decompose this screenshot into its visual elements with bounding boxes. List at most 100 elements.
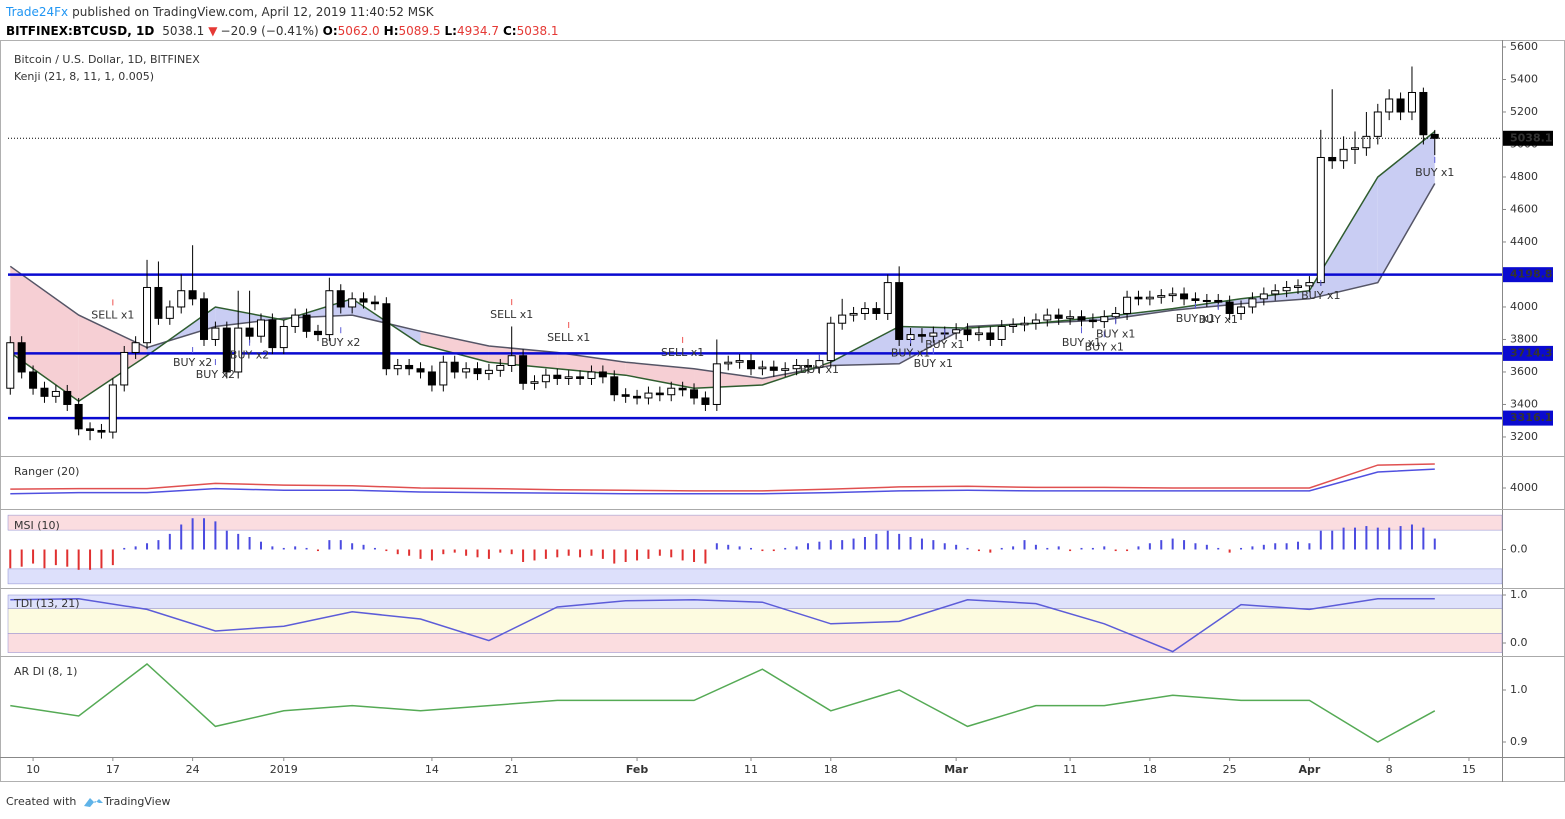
bar — [487, 549, 490, 559]
pane-title: AR DI (8, 1) — [14, 665, 77, 678]
candle-body — [587, 371, 596, 379]
bar — [1262, 544, 1265, 550]
candle-body — [1191, 298, 1200, 301]
candle-body — [1043, 314, 1052, 321]
x-tick-label: 21 — [505, 763, 519, 776]
candle-body — [1248, 298, 1257, 308]
footer-text: Created with — [6, 795, 76, 808]
candle-body — [826, 322, 835, 362]
candle-body — [234, 327, 243, 373]
candle-body — [860, 308, 869, 314]
bar — [1148, 543, 1151, 550]
candle-body — [63, 390, 72, 405]
bar — [339, 540, 342, 550]
bar — [237, 533, 240, 550]
bar — [1228, 549, 1231, 553]
candle-body — [1077, 316, 1086, 321]
cloud-fill — [1377, 131, 1435, 283]
bar — [886, 530, 889, 550]
candle-body — [29, 371, 38, 389]
signal-label: BUY x1 — [1096, 327, 1135, 340]
candle-body — [143, 286, 152, 344]
bar — [1194, 543, 1197, 550]
brand[interactable]: TradingView — [103, 795, 170, 808]
signal-label: BUY x2 — [173, 356, 212, 369]
candle-body — [462, 368, 471, 373]
bar — [225, 530, 228, 550]
candle-body — [792, 364, 801, 370]
bar — [1388, 527, 1391, 550]
candle-body — [530, 381, 539, 384]
bar — [795, 546, 798, 550]
x-tick-label: 10 — [26, 763, 40, 776]
signal-label: BUY x1 — [914, 357, 953, 370]
candle-body — [610, 376, 619, 396]
bar — [852, 538, 855, 550]
x-tick-label: 14 — [425, 763, 439, 776]
bar — [54, 549, 57, 566]
candle-body — [405, 364, 414, 370]
bar — [180, 524, 183, 550]
bar — [920, 538, 923, 550]
level-label-box — [1503, 345, 1553, 361]
footer: Created with TradingView — [6, 795, 170, 808]
bar — [111, 549, 114, 566]
signal-label: BUY x1 — [1176, 312, 1215, 325]
candle-body — [1350, 147, 1359, 150]
candle-body — [1202, 299, 1211, 302]
y-tick-label: 5600 — [1510, 40, 1538, 53]
bar — [510, 549, 513, 555]
bar — [750, 547, 753, 550]
bar — [1285, 543, 1288, 550]
bar — [909, 537, 912, 550]
bar — [77, 549, 80, 570]
bar — [533, 549, 536, 561]
author[interactable]: Trade24Fx — [5, 5, 68, 19]
candle-body — [1054, 314, 1063, 319]
bar — [248, 537, 251, 550]
candle-body — [803, 364, 812, 368]
bar — [1069, 549, 1072, 552]
candle-body — [222, 327, 231, 373]
candle-body — [154, 286, 163, 319]
bar — [1114, 549, 1117, 552]
y-tick-label: 3600 — [1510, 365, 1538, 378]
bar — [214, 521, 217, 550]
bar — [134, 546, 137, 550]
cloud-fill — [625, 362, 695, 389]
bar — [1217, 547, 1220, 550]
bar — [89, 549, 92, 570]
bar — [932, 540, 935, 550]
candle-body — [1407, 91, 1416, 113]
publish-line: Trade24Fx published on TradingView.com, A… — [5, 5, 435, 19]
candle-body — [974, 332, 983, 336]
candle-body — [1145, 296, 1154, 300]
ohlc-label: C: — [503, 24, 517, 38]
y-tick-label: 4400 — [1510, 235, 1538, 248]
bar — [670, 549, 673, 558]
candle-body — [1237, 306, 1246, 314]
x-tick-label: Mar — [944, 763, 968, 776]
frame — [0, 40, 1565, 782]
candle-body — [86, 428, 95, 431]
bar — [1422, 527, 1425, 550]
symbol: BITFINEX:BTCUSD, 1D — [6, 24, 154, 38]
candle-body — [382, 303, 391, 370]
candle-body — [519, 355, 528, 384]
candle-body — [1123, 296, 1132, 314]
candle-body — [507, 355, 516, 366]
candle-body — [644, 392, 653, 399]
symbol-line: BITFINEX:BTCUSD, 1D 5038.1 ▼ −20.9 (−0.41%)… — [6, 24, 559, 38]
band — [7, 608, 1503, 634]
price: 5038.1 — [162, 24, 204, 38]
y-tick-label: 4800 — [1510, 170, 1538, 183]
candle-body — [781, 368, 790, 371]
candle-body — [997, 325, 1006, 340]
signal-label: BUY x1 — [1199, 313, 1238, 326]
candle-body — [917, 334, 926, 337]
signal-label: BUY x1 — [800, 363, 839, 376]
bar — [624, 549, 627, 562]
ohlc-label: H: — [384, 24, 399, 38]
y-tick-label: 3800 — [1510, 332, 1538, 345]
bar — [1433, 538, 1436, 550]
